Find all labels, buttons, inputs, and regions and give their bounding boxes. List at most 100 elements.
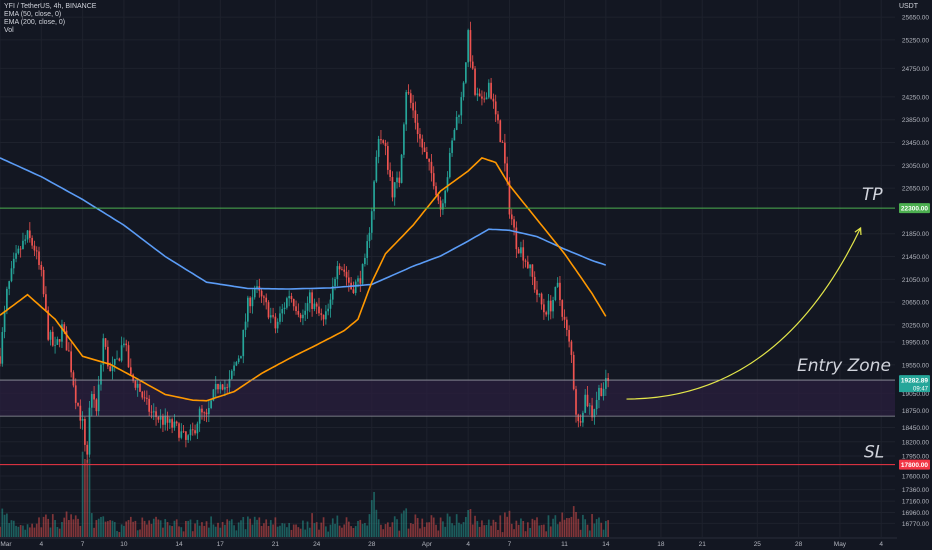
candle-body xyxy=(444,190,447,204)
candle-body xyxy=(104,338,107,347)
candle-body xyxy=(439,200,442,210)
candle-body xyxy=(12,258,15,269)
volume-bar xyxy=(435,524,437,537)
candle-body xyxy=(244,321,247,330)
candle-body xyxy=(159,415,162,420)
volume-bar xyxy=(274,517,277,537)
volume-bar xyxy=(54,520,56,537)
candle-body xyxy=(368,232,371,242)
candle-body xyxy=(526,261,529,269)
volume-bar xyxy=(107,521,109,537)
time-tick-label: 21 xyxy=(699,541,707,548)
price-tick-label: 21450.00 xyxy=(902,254,929,261)
candle-body xyxy=(311,292,313,309)
time-tick-label: 24 xyxy=(313,541,321,548)
volume-bar xyxy=(318,529,320,537)
symbol-title[interactable]: YFI / TetherUS, 4h, BINANCE xyxy=(4,3,97,10)
candle-body xyxy=(347,277,350,283)
candle-body xyxy=(61,324,63,342)
volume-bar xyxy=(350,526,352,537)
volume-bar xyxy=(446,513,449,537)
volume-bar xyxy=(143,520,146,537)
candle-body xyxy=(497,114,499,121)
candle-body xyxy=(164,415,167,425)
candle-body xyxy=(6,288,8,311)
volume-bar xyxy=(478,526,481,537)
candle-body xyxy=(359,278,362,284)
candle-body xyxy=(476,93,479,95)
price-tick-label: 21850.00 xyxy=(902,231,929,238)
candle-body xyxy=(375,156,378,182)
volume-bar xyxy=(354,526,357,537)
volume-bar xyxy=(157,519,160,537)
volume-bar xyxy=(524,531,527,537)
candle-body xyxy=(58,339,61,342)
price-tick-label: 18200.00 xyxy=(902,439,929,446)
entry-zone-band xyxy=(0,380,895,417)
candle-body xyxy=(357,278,359,282)
candle-timer: 09:47 xyxy=(913,386,929,392)
candle-body xyxy=(529,264,531,269)
volume-bar xyxy=(382,529,385,537)
candle-body xyxy=(554,286,557,301)
time-axis[interactable]: Mar 4 7 10 14 17 21 24 28 Apr 4 7 11 14 18 21 25 28 May 4 xyxy=(0,537,897,550)
candle-body xyxy=(604,377,607,389)
candle-body xyxy=(1,331,4,364)
candle-body xyxy=(302,314,304,319)
volume-bar xyxy=(260,525,263,537)
candle-body xyxy=(290,296,293,300)
volume-bar xyxy=(56,526,59,537)
volume-bar xyxy=(267,525,270,537)
volume-bar xyxy=(281,523,284,537)
volume-bar xyxy=(173,520,176,537)
volume-bar xyxy=(520,518,522,537)
volume-bar xyxy=(586,524,589,537)
volume-bar xyxy=(269,520,272,537)
candle-body xyxy=(123,343,125,346)
candle-body xyxy=(146,397,148,399)
volume-bar xyxy=(308,527,311,537)
candle-body xyxy=(366,241,369,258)
candle-body xyxy=(586,394,589,407)
volume-bar xyxy=(396,519,398,537)
candle-body xyxy=(547,300,550,315)
candle-body xyxy=(141,391,144,398)
volume-bar xyxy=(237,522,240,537)
price-tick-label: 19050.00 xyxy=(902,391,929,398)
indicator-ema200[interactable]: EMA (200, close, 0) xyxy=(4,19,66,26)
volume-bar xyxy=(352,528,355,537)
candle-body xyxy=(67,350,70,352)
candle-body xyxy=(327,308,330,312)
annotations: TP Entry Zone SL xyxy=(797,185,891,463)
candle-body xyxy=(8,281,11,289)
candle-body xyxy=(95,399,98,412)
candle-body xyxy=(127,345,130,368)
candle-body xyxy=(582,412,584,423)
candle-body xyxy=(205,412,208,415)
candle-body xyxy=(510,214,513,220)
candle-body xyxy=(467,30,470,63)
volume-bar xyxy=(116,530,118,537)
volume-bar xyxy=(403,510,405,537)
candle-body xyxy=(396,177,398,183)
indicator-volume[interactable]: Vol xyxy=(4,27,14,34)
candle-body xyxy=(212,389,215,401)
indicator-ema50[interactable]: EMA (50, close, 0) xyxy=(4,11,62,18)
candle-body xyxy=(233,365,235,371)
volume-bar xyxy=(508,510,511,537)
volume-bar xyxy=(584,519,587,537)
candle-body xyxy=(33,245,36,251)
candle-body xyxy=(157,417,160,420)
candle-body xyxy=(329,299,332,309)
volume-bar xyxy=(386,522,389,537)
volume-bar xyxy=(45,514,47,537)
volume-bar xyxy=(33,527,36,537)
time-tick-label: 21 xyxy=(272,541,280,548)
price-axis[interactable]: 25650.00 25250.00 24750.00 24250.00 23850.00… xyxy=(897,0,932,550)
candle-body xyxy=(217,383,219,390)
volume-bar xyxy=(384,524,387,537)
candle-body xyxy=(460,97,463,116)
volume-bar xyxy=(240,520,242,537)
